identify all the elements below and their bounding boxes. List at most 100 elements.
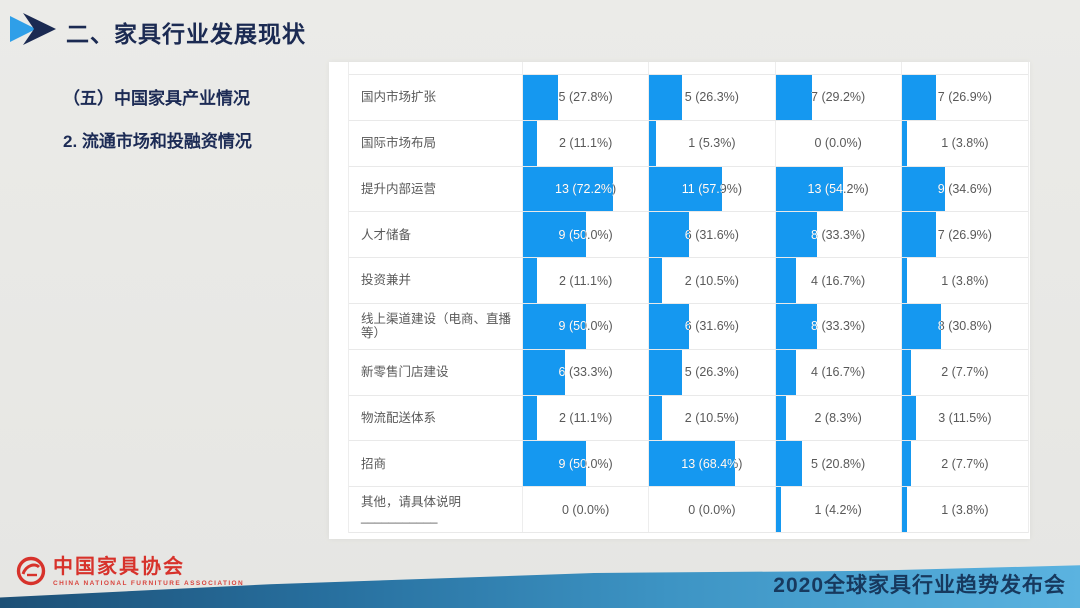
bar-value: 2 (11.1%): [558, 273, 613, 288]
bar-cell: 0 (0.0%): [523, 487, 650, 532]
row-label: 提升内部运营: [349, 166, 523, 212]
table-row: 新零售门店建设 6 (33.3%) 6 (33.3%) 5 (26.3%) 5 (26.…: [349, 349, 1028, 396]
bar: [649, 120, 656, 166]
bar-cell: 0 (0.0%): [649, 487, 776, 532]
bar-value: 1 (4.2%): [814, 502, 862, 517]
bar-value: 6 (31.6%): [684, 227, 739, 242]
row-label: 国内市场扩张: [349, 75, 523, 120]
bar-value: 7 (26.9%): [937, 227, 992, 242]
bar: [523, 349, 565, 395]
bar-cell: 9 (50.0%) 9 (50.0%): [523, 441, 650, 487]
bar-cell: 8 (33.3%) 8 (33.3%): [775, 303, 902, 349]
bar-value: 6 (31.6%): [684, 319, 739, 334]
bar-cell: 5 (26.3%) 5 (26.3%): [649, 349, 776, 395]
bar-cell: 2 (8.3%) 2 (8.3%): [775, 395, 902, 441]
bar-value: 4 (16.7%): [811, 273, 866, 288]
bar-cell: 1 (4.2%) 1 (4.2%): [775, 487, 902, 532]
bar: [901, 166, 946, 212]
bar-cell: 6 (31.6%) 6 (31.6%): [649, 303, 776, 349]
bar: [775, 395, 786, 441]
bar-cell: 1 (3.8%) 1 (3.8%): [901, 120, 1028, 166]
bar: [523, 395, 537, 441]
bar-value-overlay: 8 (33.3%): [811, 319, 866, 334]
bar-value: 0 (0.0%): [814, 136, 862, 151]
bar-value-overlay: 13 (72.2%): [555, 181, 617, 196]
bar-cell: 7 (29.2%) 7 (29.2%): [775, 75, 902, 120]
bar: [901, 349, 912, 395]
bar-cell: 6 (33.3%) 6 (33.3%): [523, 349, 650, 395]
bar-cell: 5 (27.8%) 5 (27.8%): [523, 75, 650, 120]
bar-value: 4 (16.7%): [811, 365, 866, 380]
association-name: 中国家具协会: [53, 556, 185, 578]
bar-value-overlay: 6 (31.6%): [684, 319, 739, 334]
bar-value: 9 (50.0%): [558, 227, 613, 242]
bar-value: 11 (57.9%): [681, 181, 742, 196]
bar-value: 8 (33.3%): [811, 319, 866, 334]
bar-cell: 1 (3.8%) 1 (3.8%): [901, 487, 1028, 532]
bar-value: 1 (5.3%): [688, 136, 736, 151]
table-row: 物流配送体系 2 (11.1%) 2 (11.1%) 2 (10.5%) 2 (10.5…: [349, 395, 1028, 442]
row-label: 新零售门店建设: [349, 349, 523, 395]
bar-cell: 13 (54.2%) 13 (54.2%): [775, 166, 902, 212]
subsection-label: 2. 流通市场和投融资情况: [63, 132, 252, 151]
bar-value-overlay: 6 (33.3%): [558, 365, 613, 380]
bar: [649, 303, 689, 349]
row-label: 国际市场布局: [349, 120, 523, 166]
bar: [775, 258, 797, 303]
bar-value-overlay: 8 (33.3%): [811, 227, 866, 242]
table-row: 提升内部运营 13 (72.2%) 13 (72.2%) 11 (57.9%) 11 (…: [349, 166, 1028, 213]
bar: [901, 75, 936, 120]
bar: [649, 212, 689, 258]
bar: [649, 75, 683, 120]
bar-cell: 3 (11.5%) 3 (11.5%): [901, 395, 1028, 441]
section-label: （五）中国家具产业情况: [63, 89, 250, 108]
row-label: 投资兼并: [349, 258, 523, 303]
bar-value: 0 (0.0%): [562, 502, 610, 517]
header-data-cell: [523, 62, 650, 74]
bar-value-overlay: 8 (30.8%): [937, 319, 992, 334]
double-arrow-icon: [10, 13, 56, 45]
bar-value: 7 (29.2%): [811, 90, 866, 105]
table-row: 招商 9 (50.0%) 9 (50.0%) 13 (68.4%) 13 (68.4%)…: [349, 441, 1028, 488]
bar-cell: 2 (11.1%) 2 (11.1%): [523, 395, 650, 441]
row-label: 其他，请具体说明___________: [349, 487, 523, 532]
bar-cell: 4 (16.7%) 4 (16.7%): [775, 258, 902, 303]
bar-value: 2 (11.1%): [558, 136, 613, 151]
row-label: 招商: [349, 441, 523, 487]
bar-cell: 11 (57.9%) 11 (57.9%): [649, 166, 776, 212]
bar: [523, 212, 586, 258]
bar: [649, 441, 735, 487]
bar-value-overlay: 9 (50.0%): [558, 319, 613, 334]
bar-cell: 4 (16.7%) 4 (16.7%): [775, 349, 902, 395]
bar: [901, 395, 917, 441]
bar-cell: 2 (7.7%) 2 (7.7%): [901, 349, 1028, 395]
bar-cell: 2 (11.1%) 2 (11.1%): [523, 120, 650, 166]
bar-value: 2 (8.3%): [814, 410, 862, 425]
table-row: 国内市场扩张 5 (27.8%) 5 (27.8%) 5 (26.3%) 5 (26.3…: [349, 75, 1028, 121]
bar: [775, 349, 797, 395]
association-logo: 中国家具协会 CHINA NATIONAL FURNITURE ASSOCIAT…: [16, 556, 244, 587]
bar-value: 2 (10.5%): [684, 273, 739, 288]
table-row: 国际市场布局 2 (11.1%) 2 (11.1%) 1 (5.3%) 1 (5.3%)…: [349, 120, 1028, 167]
bar-value: 13 (54.2%): [807, 181, 869, 196]
bar-value: 2 (10.5%): [684, 410, 739, 425]
bar: [775, 487, 781, 532]
bar-value: 5 (27.8%): [558, 90, 613, 105]
bar-cell: 2 (7.7%) 2 (7.7%): [901, 441, 1028, 487]
bar-value: 8 (30.8%): [937, 319, 992, 334]
bar: [901, 441, 912, 487]
bar-value-overlay: 13 (54.2%): [807, 181, 869, 196]
table-row: 其他，请具体说明___________ 0 (0.0%) 0 (0.0%) 1 (4.…: [349, 487, 1028, 533]
table-header-cutoff-row: [349, 62, 1028, 75]
bar-cell: 0 (0.0%): [776, 120, 902, 166]
bar: [523, 120, 537, 166]
bar-value: 5 (26.3%): [684, 365, 739, 380]
bar: [649, 258, 663, 303]
bar-value: 2 (7.7%): [941, 365, 989, 380]
bar-value: 5 (20.8%): [811, 456, 866, 471]
bar-cell: 8 (33.3%) 8 (33.3%): [775, 212, 902, 258]
bar-value-overlay: 11 (57.9%): [681, 181, 742, 196]
bar-cell: 9 (34.6%) 9 (34.6%): [901, 166, 1028, 212]
bar-cell: 5 (20.8%) 5 (20.8%): [775, 441, 902, 487]
